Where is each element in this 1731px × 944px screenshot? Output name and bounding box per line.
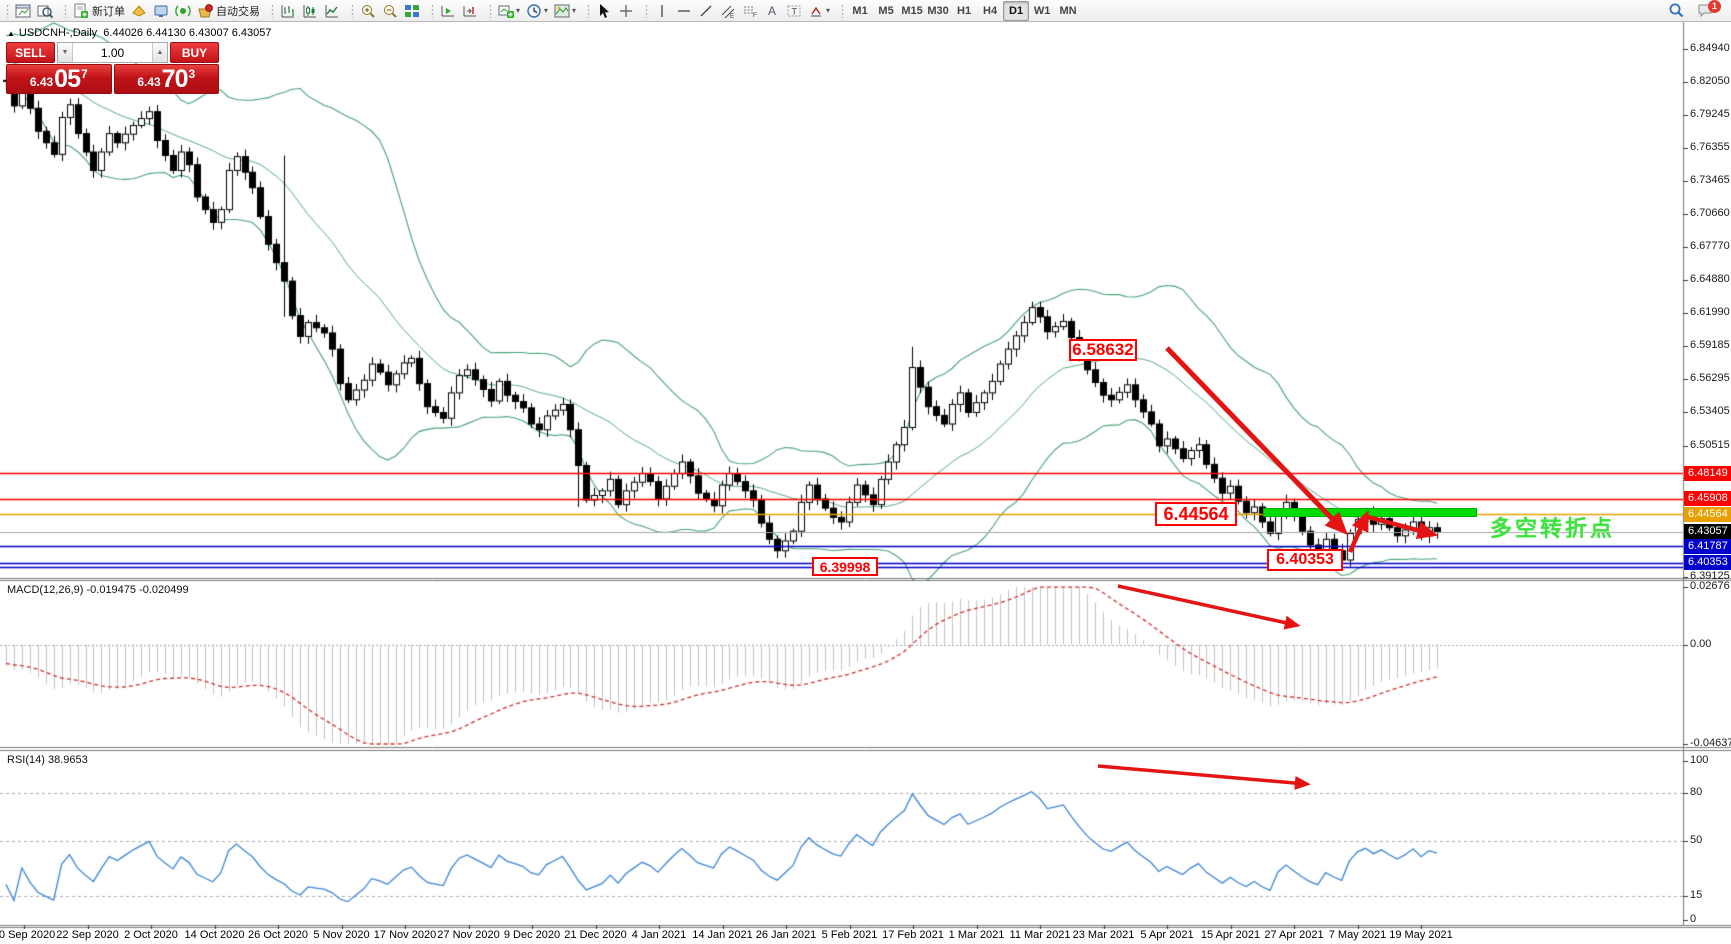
tile-windows-icon[interactable] (401, 1, 423, 21)
timeframe-h4[interactable]: H4 (983, 4, 998, 17)
terminal-icon[interactable] (150, 1, 172, 21)
toolbar-group-cursor (585, 0, 637, 22)
buy-price[interactable]: 6.43 70 3 (113, 64, 219, 94)
volume-down-icon[interactable]: ▼ (58, 43, 73, 62)
buy-button[interactable]: BUY (170, 42, 219, 63)
timeframe-m30[interactable]: M30 (927, 4, 949, 17)
bar-chart-icon[interactable] (277, 1, 299, 21)
sell-button[interactable]: SELL (6, 42, 55, 63)
search-icon[interactable] (1665, 1, 1688, 21)
timeframe-h1[interactable]: H1 (957, 4, 972, 17)
toolbar-group-trading: 新订单 自动交易 (62, 0, 263, 22)
text-icon[interactable]: A (761, 1, 783, 21)
svg-text:A: A (768, 4, 776, 18)
toolbar-group-scroll (429, 0, 481, 22)
sell-price[interactable]: 6.43 05 7 (6, 64, 112, 94)
svg-text:T: T (792, 6, 798, 16)
candlestick-chart-icon[interactable] (299, 1, 321, 21)
symbol-collapse-icon[interactable]: ▲ (7, 29, 15, 38)
autotrading-button[interactable]: 自动交易 (194, 1, 263, 21)
buy-price-small: 6.43 (137, 75, 161, 89)
toolbar-group-windows (4, 0, 56, 22)
crosshair-icon[interactable] (615, 1, 637, 21)
symbol-ohlc: 6.44026 6.44130 6.43007 6.43057 (103, 27, 272, 39)
arrows-caret-icon: ▾ (826, 6, 831, 15)
signals-icon[interactable] (172, 1, 194, 21)
toolbar-group-objects: E F A T ▾ (643, 0, 833, 22)
new-order-label: 新订单 (92, 5, 125, 18)
buy-price-big: 70 (161, 65, 189, 93)
data-window-icon[interactable] (34, 1, 56, 21)
arrows-tool-button[interactable]: ▾ (805, 1, 833, 21)
timeframe-w1[interactable]: W1 (1033, 4, 1051, 17)
charts-window-icon[interactable] (12, 1, 34, 21)
templates-button[interactable]: ▾ (551, 1, 579, 21)
text-label-icon[interactable]: T (783, 1, 805, 21)
timeframe-mn[interactable]: MN (1059, 4, 1077, 17)
vertical-line-icon[interactable] (651, 1, 673, 21)
expert-advisors-icon[interactable] (128, 1, 150, 21)
periods-button[interactable]: ▾ (523, 1, 551, 21)
periods-caret-icon: ▾ (544, 6, 549, 15)
timeframe-d1[interactable]: D1 (1003, 0, 1030, 21)
equidistant-channel-icon[interactable]: E (717, 1, 739, 21)
timeframe-m5[interactable]: M5 (878, 4, 894, 17)
toolbar-group-zoom (349, 0, 423, 22)
autotrading-label: 自动交易 (216, 5, 260, 18)
sell-price-small: 6.43 (29, 75, 54, 89)
timeframe-m15[interactable]: M15 (901, 4, 923, 17)
trendline-icon[interactable] (695, 1, 717, 21)
auto-scroll-icon[interactable] (437, 1, 459, 21)
indicator-caret-icon: ▾ (516, 6, 521, 15)
cursor-icon[interactable] (593, 1, 615, 21)
notifications-icon[interactable]: 1 (1694, 0, 1721, 21)
templates-caret-icon: ▾ (572, 6, 577, 15)
volume-value[interactable]: 1.00 (100, 45, 125, 60)
notification-badge: 1 (1708, 0, 1721, 13)
zoom-out-icon[interactable] (379, 1, 401, 21)
svg-text:E: E (730, 14, 734, 19)
add-indicator-button[interactable]: ▾ (495, 1, 523, 21)
toolbar-right-icons: 1 (1665, 0, 1727, 21)
symbol-title[interactable]: ▲ USDCNH-,Daily 6.44026 6.44130 6.43007 6… (7, 27, 272, 39)
buy-price-sup: 3 (188, 67, 196, 81)
toolbar-group-chart-type (269, 0, 343, 22)
new-order-button[interactable]: 新订单 (70, 1, 128, 21)
chart-shift-icon[interactable] (459, 1, 481, 21)
horizontal-line-icon[interactable] (673, 1, 695, 21)
sell-price-big: 05 (54, 65, 81, 93)
toolbar-group-timeframes: M1 M5 M15 M30 H1 H4 D1 W1 MN (839, 0, 1081, 22)
zoom-in-icon[interactable] (357, 1, 379, 21)
timeframe-m1[interactable]: M1 (852, 4, 868, 17)
line-chart-icon[interactable] (321, 1, 343, 21)
fibonacci-icon[interactable]: F (739, 1, 761, 21)
volume-up-icon[interactable]: ▲ (152, 43, 167, 62)
sell-price-sup: 7 (80, 67, 88, 81)
toolbar: 新订单 自动交易 (0, 0, 1731, 22)
volume-stepper[interactable]: ▼ 1.00 ▲ (57, 42, 168, 63)
toolbar-group-indicators: ▾ ▾ ▾ (487, 0, 579, 22)
svg-text:F: F (753, 13, 757, 19)
one-click-trading-panel: SELL ▼ 1.00 ▲ BUY 6.43 05 7 6.43 70 3 (6, 42, 219, 94)
symbol-name: USDCNH-,Daily (18, 27, 98, 39)
